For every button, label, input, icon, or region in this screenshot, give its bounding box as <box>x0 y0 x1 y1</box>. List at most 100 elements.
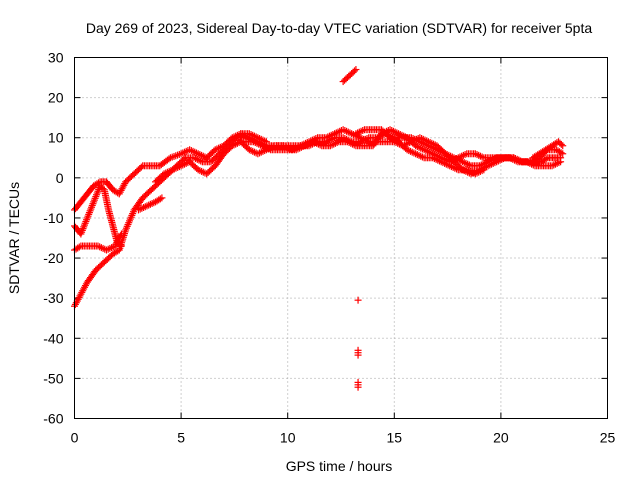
data-point <box>130 195 146 214</box>
data-point <box>322 131 337 142</box>
data-point <box>169 163 183 174</box>
data-point <box>83 200 97 222</box>
series-track-11 <box>339 66 360 86</box>
series-track-9 <box>529 138 567 162</box>
data-point <box>245 146 260 157</box>
data-point <box>471 167 486 178</box>
y-tick-label: -40 <box>43 330 63 346</box>
series-track-8 <box>352 126 488 178</box>
data-point <box>441 150 456 161</box>
data-point <box>220 135 235 150</box>
data-point <box>382 130 397 141</box>
x-tick-label: 0 <box>71 430 79 446</box>
data-point <box>548 159 563 170</box>
data-point <box>471 150 486 161</box>
data-point <box>83 268 99 286</box>
data-point <box>83 183 97 198</box>
data-point <box>134 203 149 214</box>
data-point <box>117 242 125 250</box>
data-point <box>484 155 499 166</box>
tick-labels: 0 5 10 15 20 25 -60 -50 -40 -30 -20 -10 0 10 20 30 <box>43 50 615 446</box>
data-point <box>190 154 205 165</box>
y-tick-label: -50 <box>43 370 63 386</box>
y-tick-label: 30 <box>48 50 64 66</box>
data-point <box>237 130 252 141</box>
data-point <box>237 138 252 152</box>
y-tick-label: -10 <box>43 210 63 226</box>
data-point <box>71 199 84 214</box>
data-point <box>139 187 154 202</box>
data-point <box>186 146 200 157</box>
data-point <box>109 186 122 197</box>
series-track-5 <box>134 194 166 214</box>
y-tick-label: 10 <box>48 130 64 146</box>
data-point <box>535 158 543 166</box>
data-point <box>288 143 303 154</box>
x-tick-label: 25 <box>600 430 616 446</box>
grid-lines <box>74 57 608 419</box>
x-tick-label: 15 <box>387 430 403 446</box>
data-point <box>211 143 226 154</box>
data-point <box>354 296 362 304</box>
data-point <box>147 179 162 194</box>
data-point <box>326 139 341 150</box>
data-point <box>228 131 243 142</box>
series-outliers <box>354 296 362 391</box>
data-point <box>407 134 422 145</box>
data-point <box>207 151 222 166</box>
data-point <box>450 154 465 165</box>
plot-frame <box>74 57 608 419</box>
data-point <box>228 139 243 150</box>
data-point <box>220 143 235 158</box>
data-point <box>429 154 443 165</box>
x-tick-label: 5 <box>177 430 185 446</box>
x-axis-title: GPS time / hours <box>286 458 393 474</box>
data-point <box>412 150 426 161</box>
data-point <box>352 127 367 138</box>
data-point <box>510 154 525 165</box>
data-point <box>559 150 567 158</box>
data-point <box>77 242 92 250</box>
data-point <box>354 383 362 391</box>
data-point <box>352 66 360 74</box>
data-point <box>122 208 137 234</box>
data-point <box>143 199 158 210</box>
data-point <box>480 166 488 174</box>
y-tick-label: 20 <box>48 90 64 106</box>
data-point <box>322 135 337 146</box>
data-point <box>211 151 227 170</box>
data-point <box>360 126 375 134</box>
data-point <box>433 146 448 157</box>
data-point <box>403 146 418 157</box>
data-point <box>420 146 435 157</box>
y-tick-label: 0 <box>56 170 64 186</box>
data-point <box>254 138 269 149</box>
data-point <box>354 351 362 359</box>
data-point <box>476 159 490 170</box>
data-point <box>90 184 103 206</box>
data-point <box>77 216 91 238</box>
data-point <box>102 243 117 254</box>
x-tick-label: 20 <box>493 430 509 446</box>
data-point <box>117 230 125 238</box>
data-point <box>356 135 371 146</box>
data-point <box>147 162 162 170</box>
data-marks <box>71 66 567 391</box>
series-track-2 <box>71 130 270 214</box>
data-point <box>416 138 431 149</box>
chart-title: Day 269 of 2023, Sidereal Day-to-day VTE… <box>86 20 593 36</box>
data-point <box>424 142 439 153</box>
data-point <box>152 195 164 206</box>
y-tick-label: -20 <box>43 250 63 266</box>
data-point <box>186 158 201 172</box>
data-point <box>94 242 109 253</box>
data-point <box>557 154 565 162</box>
data-point <box>245 134 260 145</box>
data-point <box>463 166 478 177</box>
data-point <box>305 139 320 150</box>
y-tick-label: -60 <box>43 411 63 427</box>
x-tick-label: 10 <box>280 430 296 446</box>
data-point <box>339 126 354 137</box>
data-point <box>412 142 426 153</box>
